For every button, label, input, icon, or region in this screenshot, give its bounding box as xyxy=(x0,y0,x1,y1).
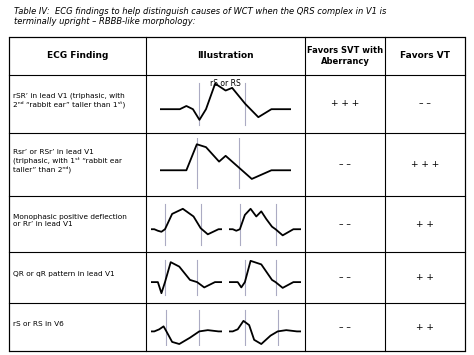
Text: + +: + + xyxy=(416,323,434,332)
Text: – –: – – xyxy=(339,220,351,229)
Text: Illustration: Illustration xyxy=(197,51,254,60)
Text: Favors SVT with
Aberrancy: Favors SVT with Aberrancy xyxy=(307,46,383,66)
Text: QR or qR pattern in lead V1: QR or qR pattern in lead V1 xyxy=(13,271,115,277)
Text: + +: + + xyxy=(416,273,434,282)
Text: terminally upright – RBBB-like morphology:: terminally upright – RBBB-like morpholog… xyxy=(14,17,196,26)
Text: – –: – – xyxy=(339,323,351,332)
Text: – –: – – xyxy=(339,273,351,282)
Text: – –: – – xyxy=(419,99,431,108)
Text: + +: + + xyxy=(416,220,434,229)
Text: Monophasic positive deflection
or Rr’ in lead V1: Monophasic positive deflection or Rr’ in… xyxy=(13,214,127,227)
Text: Table IV:  ECG findings to help distinguish causes of WCT when the QRS complex i: Table IV: ECG findings to help distingui… xyxy=(14,7,387,16)
Text: rSR’ in lead V1 (triphasic, with
2ⁿᵈ “rabbit ear” taller than 1ˢᵗ): rSR’ in lead V1 (triphasic, with 2ⁿᵈ “ra… xyxy=(13,93,126,108)
Text: Favors VT: Favors VT xyxy=(400,51,450,60)
Text: rS or RS in V6: rS or RS in V6 xyxy=(13,321,64,327)
Bar xyxy=(9,37,465,351)
Text: rS or RS: rS or RS xyxy=(210,79,241,88)
Text: Rsr’ or RSr’ in lead V1
(triphasic, with 1ˢᵗ “rabbit ear
taller” than 2ⁿᵈ): Rsr’ or RSr’ in lead V1 (triphasic, with… xyxy=(13,149,122,173)
Text: ECG Finding: ECG Finding xyxy=(47,51,109,60)
Text: – –: – – xyxy=(339,160,351,169)
Text: + + +: + + + xyxy=(331,99,359,108)
Text: + + +: + + + xyxy=(410,160,439,169)
